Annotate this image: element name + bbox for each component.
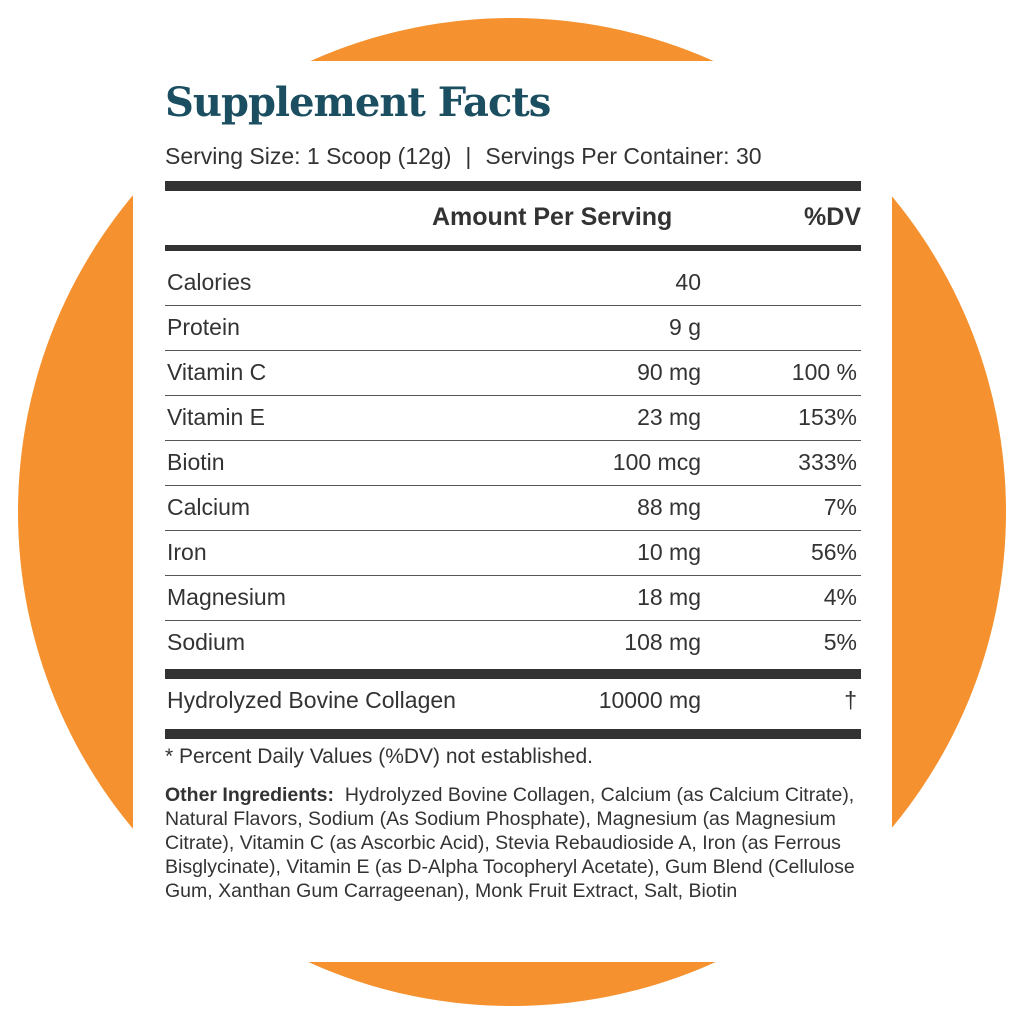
row-divider <box>165 530 861 531</box>
nutrient-name: Sodium <box>167 629 245 655</box>
row-divider <box>165 395 861 396</box>
row-divider <box>165 305 861 306</box>
nutrient-dv: 333% <box>798 449 857 475</box>
divider-thick-bottom <box>165 729 861 739</box>
nutrient-row: Iron 10 mg 56% <box>165 531 861 575</box>
nutrient-name: Magnesium <box>167 584 286 610</box>
row-divider <box>165 485 861 486</box>
nutrient-dv: 153% <box>798 404 857 430</box>
row-divider <box>165 350 861 351</box>
nutrient-row: Vitamin C 90 mg 100 % <box>165 351 861 395</box>
page-title: Supplement Facts <box>165 79 551 126</box>
header-dv: %DV <box>804 203 861 231</box>
nutrient-dv: 7% <box>823 494 857 520</box>
nutrient-name: Iron <box>167 539 207 565</box>
nutrient-name: Calcium <box>167 494 251 520</box>
row-divider <box>165 620 861 621</box>
nutrient-row: Vitamin E 23 mg 153% <box>165 396 861 440</box>
nutrient-row: Calcium 88 mg 7% <box>165 486 861 530</box>
nutrient-name: Protein <box>167 314 240 340</box>
nutrient-row: Sodium 108 mg 5% <box>165 621 861 665</box>
other-ingredients-label: Other Ingredients: <box>165 784 335 806</box>
nutrient-amount: 18 mg <box>637 584 701 610</box>
supplement-facts-panel: Supplement Facts Serving Size: 1 Scoop (… <box>133 61 892 962</box>
other-ingredients-text: Hydrolyzed Bovine Collagen, Calcium (as … <box>165 784 855 902</box>
nutrient-row: Calories 40 <box>165 261 861 305</box>
nutrient-amount: 108 mg <box>624 629 701 655</box>
nutrient-dv: 5% <box>823 629 857 655</box>
other-ingredients: Other Ingredients: Hydrolyzed Bovine Col… <box>165 783 865 903</box>
nutrient-amount: 100 mcg <box>612 449 701 475</box>
nutrient-name: Vitamin E <box>167 404 266 430</box>
nutrient-amount: 10 mg <box>637 539 701 565</box>
collagen-row: Hydrolyzed Bovine Collagen 10000 mg † <box>165 679 861 723</box>
serving-separator: | <box>465 143 472 169</box>
nutrient-amount: 40 <box>675 269 701 295</box>
nutrient-amount: 90 mg <box>637 359 701 385</box>
header-amount-per-serving: Amount Per Serving <box>432 203 673 231</box>
nutrient-amount: 88 mg <box>637 494 701 520</box>
collagen-name: Hydrolyzed Bovine Collagen <box>167 687 456 713</box>
row-divider <box>165 575 861 576</box>
nutrient-dv: 100 % <box>791 359 857 385</box>
nutrient-dv: 56% <box>810 539 857 565</box>
row-divider <box>165 440 861 441</box>
serving-size: Serving Size: 1 Scoop (12g) <box>165 143 452 169</box>
nutrient-dv: 4% <box>823 584 857 610</box>
nutrient-name: Vitamin C <box>167 359 267 385</box>
servings-per-container: Servings Per Container: 30 <box>485 143 762 169</box>
nutrient-amount: 9 g <box>669 314 701 340</box>
divider-header-bottom <box>165 245 861 251</box>
collagen-amount: 10000 mg <box>598 687 701 713</box>
collagen-dv: † <box>844 687 857 713</box>
serving-info: Serving Size: 1 Scoop (12g) | Servings Per… <box>165 143 762 170</box>
divider-thick-top <box>165 181 861 191</box>
divider-thick-collagen <box>165 669 861 679</box>
nutrient-amount: 23 mg <box>637 404 701 430</box>
nutrient-name: Biotin <box>167 449 225 475</box>
nutrient-row: Magnesium 18 mg 4% <box>165 576 861 620</box>
dv-footnote: * Percent Daily Values (%DV) not establi… <box>165 745 593 768</box>
nutrient-name: Calories <box>167 269 252 295</box>
nutrient-row: Biotin 100 mcg 333% <box>165 441 861 485</box>
nutrient-row: Protein 9 g <box>165 306 861 350</box>
